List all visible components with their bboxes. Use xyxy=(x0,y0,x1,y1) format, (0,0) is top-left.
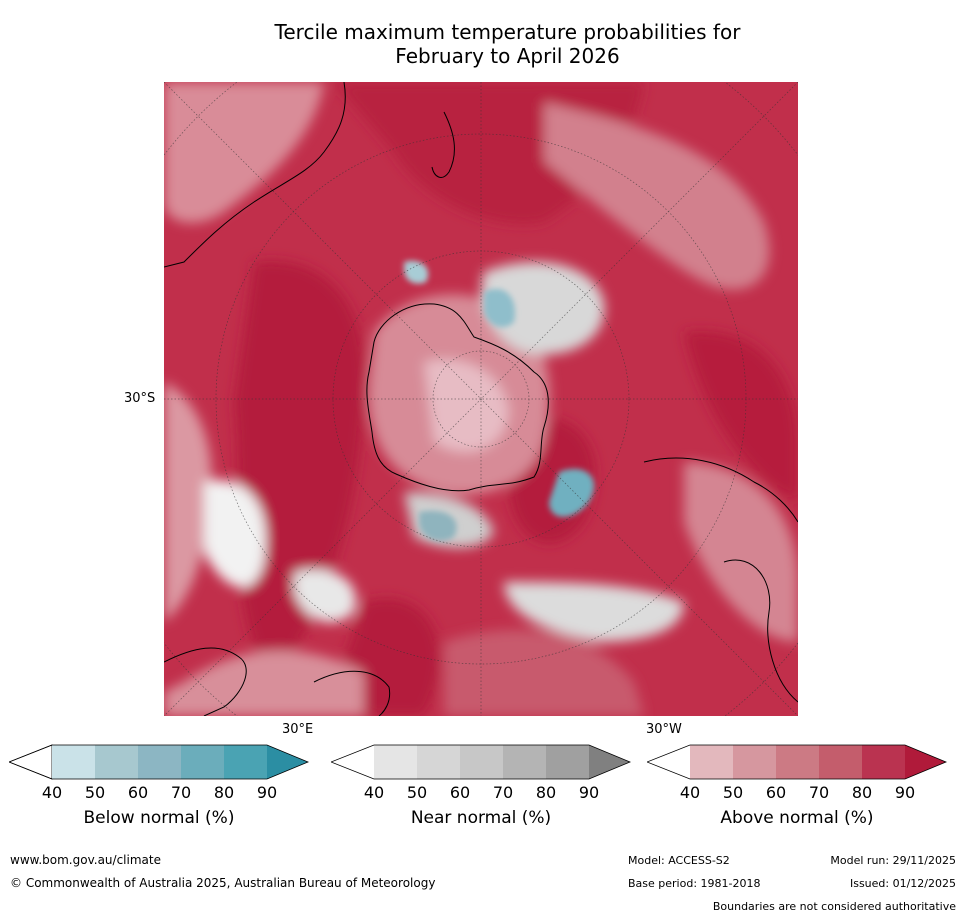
title-line-1: Tercile maximum temperature probabilitie… xyxy=(274,20,741,44)
base-period: Base period: 1981-2018 xyxy=(628,877,761,890)
tick-label: 90 xyxy=(578,783,600,802)
tick-label: 50 xyxy=(406,783,428,802)
title-line-2: February to April 2026 xyxy=(395,44,620,68)
map-canvas xyxy=(80,0,882,800)
tick-label: 60 xyxy=(127,783,149,802)
below-normal-patches xyxy=(404,260,595,542)
tick-label: 70 xyxy=(170,783,192,802)
tick-label: 40 xyxy=(363,783,385,802)
tick-label: 80 xyxy=(851,783,873,802)
colorbar-below-title: Below normal (%) xyxy=(83,808,235,828)
issued-date: Issued: 01/12/2025 xyxy=(849,877,956,890)
tick-label: 50 xyxy=(722,783,744,802)
model-run: Model run: 29/11/2025 xyxy=(830,854,956,867)
lon-label-30w: 30°W xyxy=(646,722,682,737)
copyright: © Commonwealth of Australia 2025, Austra… xyxy=(10,876,436,890)
colorbar-above xyxy=(647,744,947,780)
tick-label: 80 xyxy=(213,783,235,802)
colorbar-near-title: Near normal (%) xyxy=(410,808,552,828)
disclaimer: Boundaries are not considered authoritat… xyxy=(712,900,956,913)
colorbar-above-title: Above normal (%) xyxy=(720,808,874,828)
colorbar-near xyxy=(331,744,631,780)
tick-label: 40 xyxy=(41,783,63,802)
probability-field xyxy=(164,82,798,716)
lat-label-30s: 30°S xyxy=(124,391,156,406)
tick-label: 90 xyxy=(256,783,278,802)
polar-map xyxy=(80,0,882,800)
tick-label: 70 xyxy=(492,783,514,802)
tick-label: 50 xyxy=(84,783,106,802)
tick-label: 60 xyxy=(449,783,471,802)
tick-label: 80 xyxy=(535,783,557,802)
map-title: Tercile maximum temperature probabilitie… xyxy=(0,20,965,68)
tick-label: 40 xyxy=(679,783,701,802)
lon-label-30e: 30°E xyxy=(282,722,314,737)
coastlines xyxy=(163,81,799,717)
colorbar-below xyxy=(9,744,309,780)
tick-label: 60 xyxy=(765,783,787,802)
tick-label: 70 xyxy=(808,783,830,802)
model-name: Model: ACCESS-S2 xyxy=(628,854,730,867)
tick-label: 90 xyxy=(894,783,916,802)
website-link[interactable]: www.bom.gov.au/climate xyxy=(10,853,161,867)
